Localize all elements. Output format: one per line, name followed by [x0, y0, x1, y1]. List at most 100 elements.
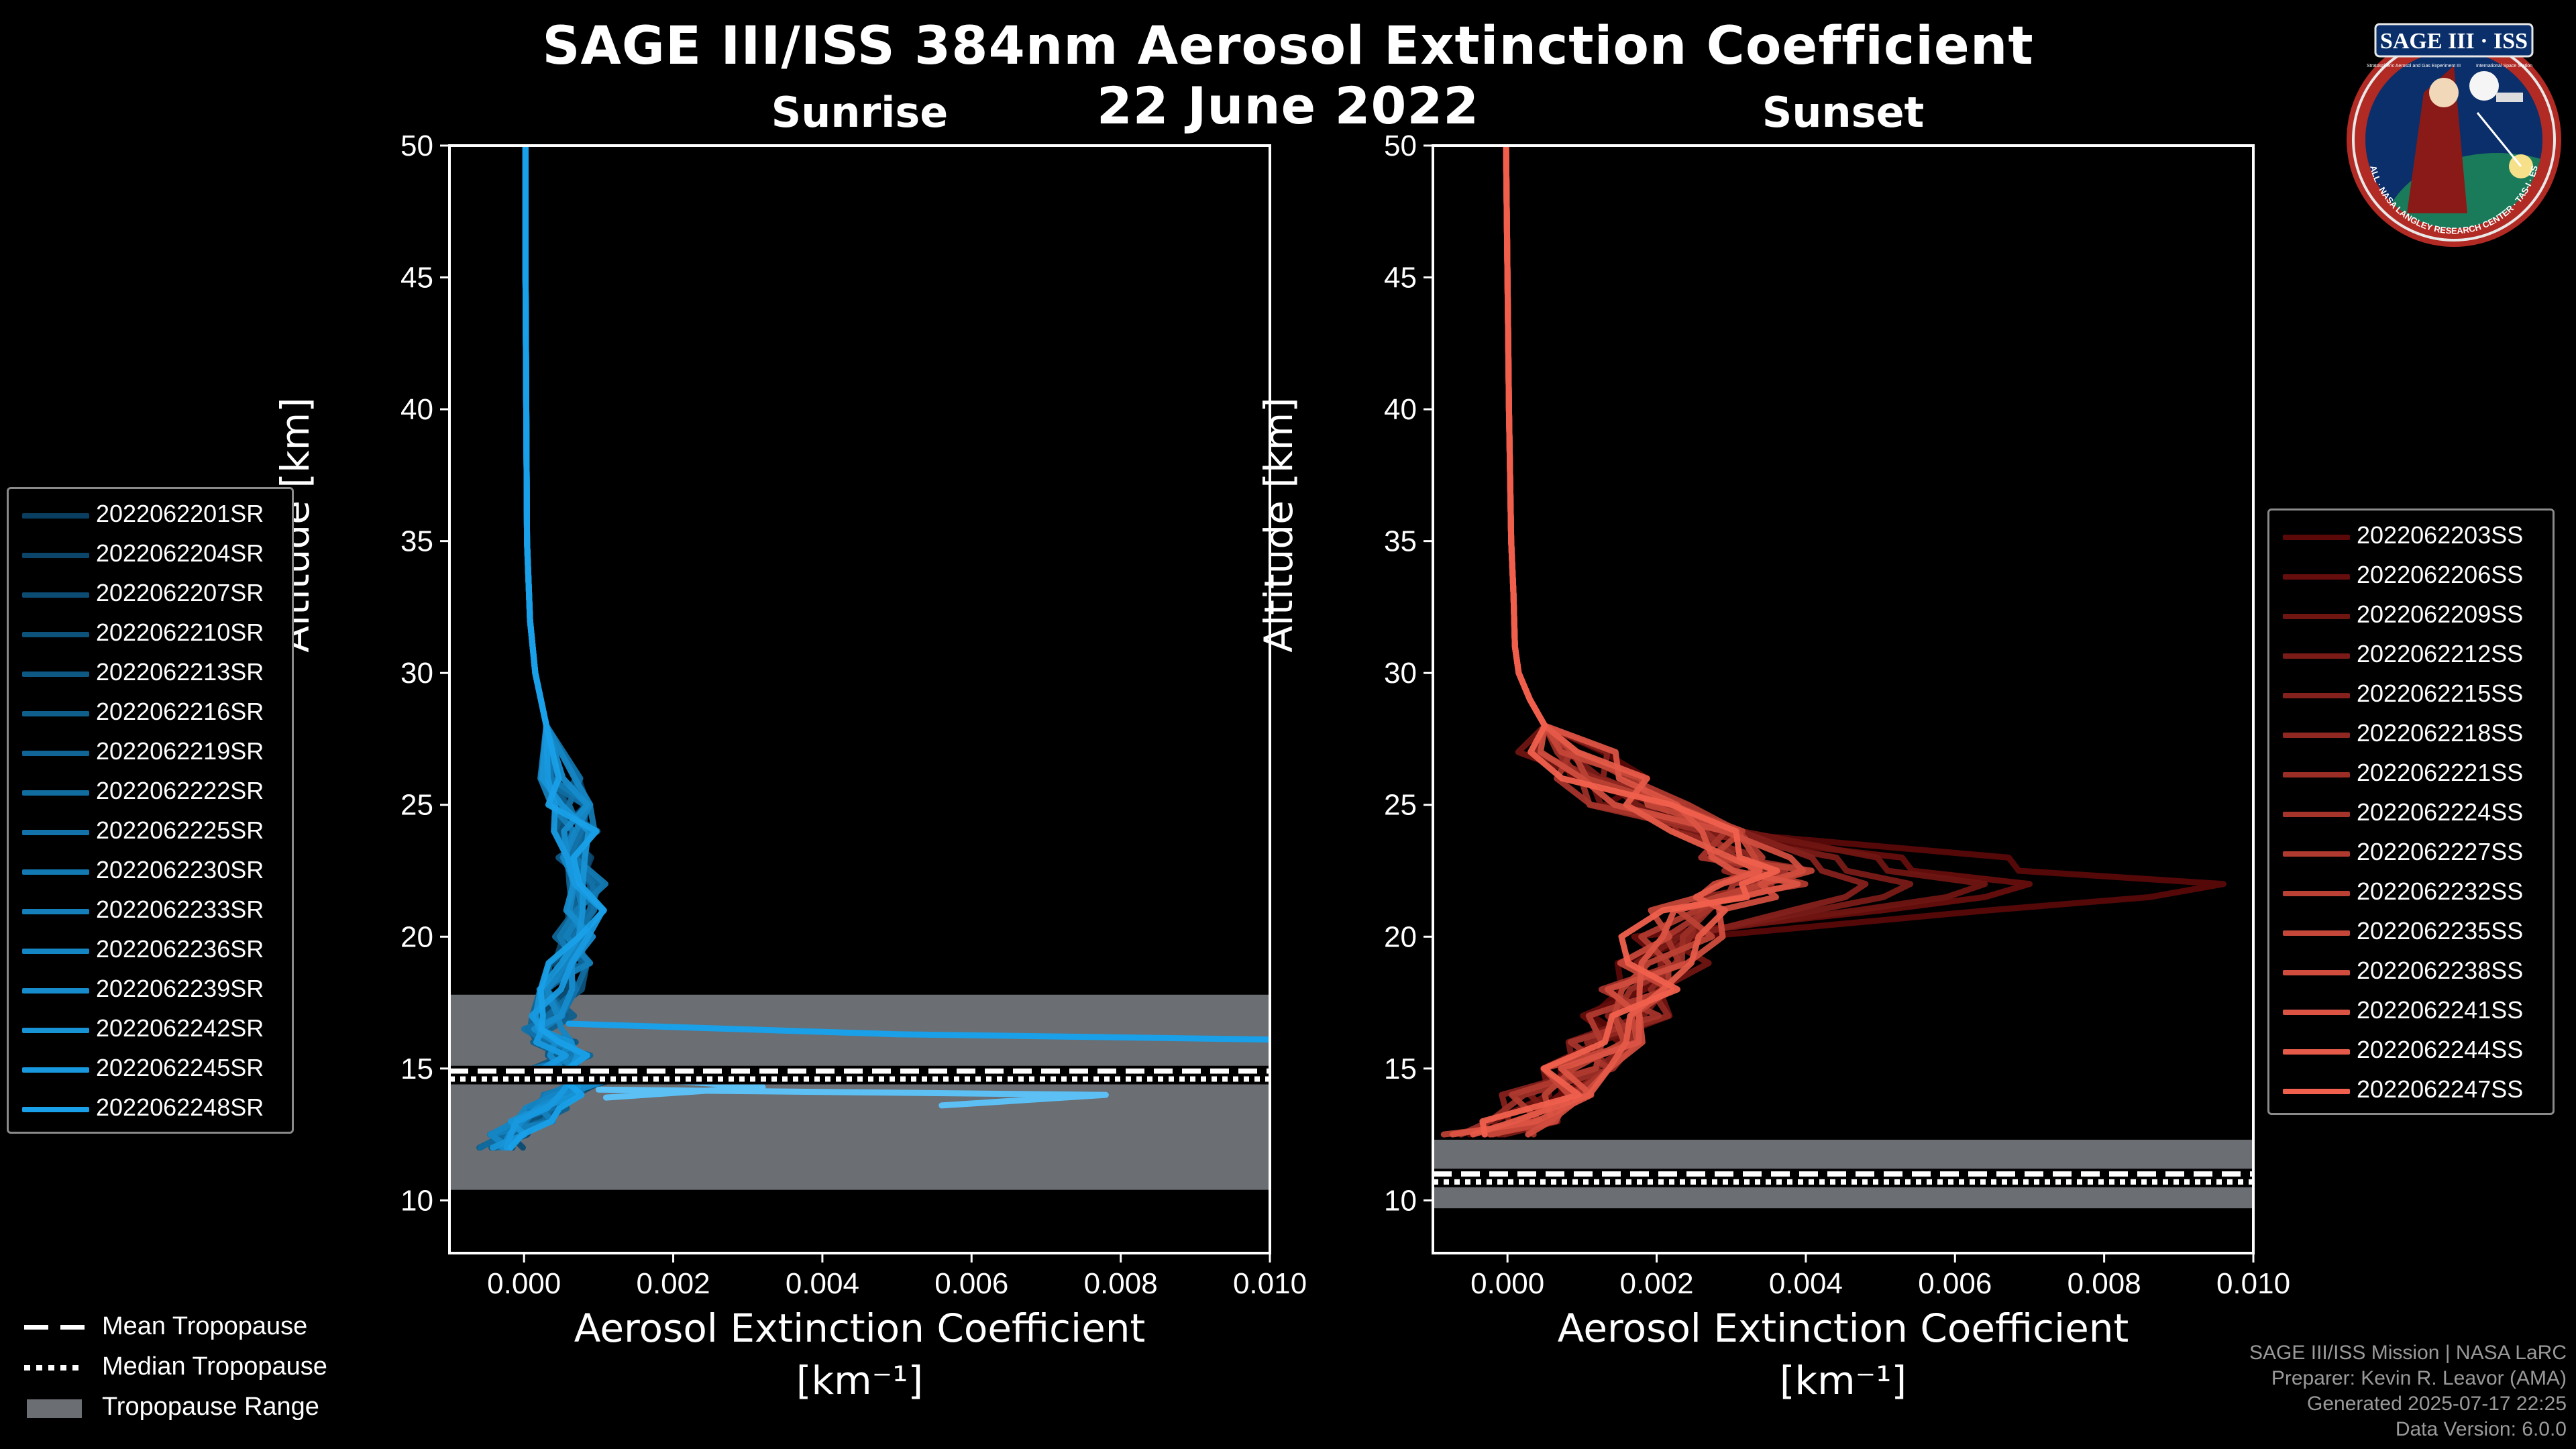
- sunset-profile-2022062247SS: [1479, 146, 1780, 1138]
- legend-label: 2022062215SS: [2357, 680, 2524, 707]
- legend-label: 2022062203SS: [2357, 521, 2524, 549]
- sunset-xlabel-units: [km⁻¹]: [1780, 1358, 1907, 1403]
- legend-label: 2022062209SS: [2357, 600, 2524, 628]
- legend-item-2022062215SS: 2022062215SS: [2269, 676, 2553, 715]
- sunrise-xtick-label: 0.010: [1233, 1267, 1307, 1300]
- legend-item-2022062210SR: 2022062210SR: [9, 614, 292, 654]
- legend-item-2022062232SS: 2022062232SS: [2269, 873, 2553, 913]
- legend-label: 2022062221SS: [2357, 759, 2524, 786]
- legend-swatch: [2283, 1010, 2350, 1015]
- legend-swatch: [22, 711, 89, 716]
- sunrise-axes-frame: [448, 144, 1271, 1254]
- legend-item-2022062212SS: 2022062212SS: [2269, 636, 2553, 676]
- legend-swatch: [22, 869, 89, 875]
- sunrise-ytick-label: 30: [400, 657, 433, 690]
- legend-item-2022062236SR: 2022062236SR: [9, 931, 292, 971]
- legend-label: 2022062206SS: [2357, 561, 2524, 588]
- sunrise-ytick-label: 50: [400, 129, 433, 162]
- legend-label: 2022062233SR: [96, 896, 264, 923]
- sunrise-xtick-label: 0.000: [487, 1267, 561, 1300]
- legend-item-2022062247SS: 2022062247SS: [2269, 1071, 2553, 1111]
- sunset-axes-frame: [1432, 144, 2255, 1254]
- legend-swatch: [22, 790, 89, 796]
- logo-iss: [2496, 93, 2523, 102]
- legend-swatch: [2283, 693, 2350, 698]
- legend-item-2022062216SR: 2022062216SR: [9, 694, 292, 733]
- mean-tropopause-label: Mean Tropopause: [102, 1312, 308, 1340]
- legend-label: 2022062213SR: [96, 658, 264, 686]
- sunrise-ytick-label: 35: [400, 525, 433, 558]
- tropopause-range-swatch: [27, 1399, 82, 1418]
- legend-swatch: [2283, 970, 2350, 975]
- footer-generated: Generated 2025-07-17 22:25: [2307, 1393, 2567, 1415]
- legend-swatch: [22, 949, 89, 954]
- legend-item-2022062213SR: 2022062213SR: [9, 654, 292, 694]
- mean-tropopause-swatch: [24, 1315, 85, 1339]
- legend-item-2022062241SS: 2022062241SS: [2269, 992, 2553, 1032]
- legend-label: 2022062224SS: [2357, 798, 2524, 826]
- sunset-profile-2022062206SS: [1487, 146, 2033, 1138]
- sunset-ytick-label: 15: [1384, 1053, 1417, 1085]
- legend-item-2022062209SS: 2022062209SS: [2269, 596, 2553, 636]
- legend-swatch: [22, 751, 89, 756]
- sunset-ytick-label: 35: [1384, 525, 1417, 558]
- sunrise-xtick-label: 0.002: [636, 1267, 710, 1300]
- legend-label: 2022062212SS: [2357, 640, 2524, 667]
- sunset-xtick-label: 0.002: [1619, 1267, 1693, 1300]
- logo-moon: [2469, 71, 2499, 101]
- sunset-ytick-label: 10: [1384, 1184, 1417, 1217]
- legend-item-2022062238SS: 2022062238SS: [2269, 953, 2553, 992]
- legend-label: 2022062248SR: [96, 1093, 264, 1121]
- legend-swatch: [2283, 574, 2350, 580]
- sunrise-outlier-profile-1: [566, 1020, 1270, 1043]
- sunset-ytick-label: 25: [1384, 789, 1417, 822]
- legend-swatch: [22, 513, 89, 519]
- sunrise-profile-2022062248SR: [507, 146, 607, 1151]
- legend-label: 2022062204SR: [96, 539, 264, 567]
- legend-label: 2022062230SR: [96, 856, 264, 883]
- sunset-xtick-label: 0.010: [2216, 1267, 2290, 1300]
- sunrise-legend: 2022062201SR 2022062204SR 2022062207SR 2022…: [7, 487, 294, 1134]
- sunrise-ytick-label: 45: [400, 262, 433, 294]
- sunrise-xlabel: Aerosol Extinction Coefficient: [574, 1305, 1146, 1351]
- sunset-legend: 2022062203SS 2022062206SS 2022062209SS 2022…: [2267, 508, 2555, 1115]
- legend-swatch: [22, 1028, 89, 1033]
- legend-label: 2022062210SR: [96, 619, 264, 646]
- legend-item-2022062245SR: 2022062245SR: [9, 1050, 292, 1089]
- legend-swatch: [2283, 733, 2350, 738]
- legend-label: 2022062242SR: [96, 1014, 264, 1042]
- legend-item-2022062242SR: 2022062242SR: [9, 1010, 292, 1050]
- legend-swatch: [22, 1107, 89, 1112]
- legend-swatch: [2283, 535, 2350, 540]
- sunset-ytick-label: 20: [1384, 920, 1417, 953]
- legend-item-2022062219SR: 2022062219SR: [9, 733, 292, 773]
- legend-swatch: [22, 632, 89, 637]
- sunset-ytick-label: 50: [1384, 129, 1417, 162]
- sunset-panel-title: Sunset: [1762, 88, 1925, 137]
- sunrise-outlier-profile-2: [595, 1086, 1109, 1109]
- legend-swatch: [2283, 653, 2350, 659]
- sunset-xtick-label: 0.004: [1769, 1267, 1843, 1300]
- legend-swatch: [22, 1067, 89, 1073]
- sunset-profile-2022062209SS: [1490, 146, 1988, 1138]
- sunset-profile-2022062212SS: [1501, 146, 1914, 1138]
- legend-swatch: [2283, 772, 2350, 777]
- sunset-ytick-label: 45: [1384, 262, 1417, 294]
- sunrise-xtick-label: 0.006: [934, 1267, 1008, 1300]
- sunset-profile-2022062203SS: [1466, 146, 2226, 1138]
- sunset-panel: 0.000 0.002 0.004 0.006 0.008 0.010 10 15 20 25 30…: [1256, 88, 2290, 1403]
- logo-small-left: Stratospheric Aerosol and Gas Experiment…: [2367, 64, 2461, 68]
- legend-item-2022062233SR: 2022062233SR: [9, 892, 292, 931]
- legend-item-2022062207SR: 2022062207SR: [9, 575, 292, 614]
- sunrise-ytick-label: 20: [400, 920, 433, 953]
- sunset-profile-2022062232SS: [1440, 146, 1815, 1138]
- tropopause-range-label: Tropopause Range: [102, 1393, 319, 1421]
- legend-label: 2022062245SR: [96, 1054, 264, 1081]
- legend-swatch: [22, 672, 89, 677]
- legend-label: 2022062232SS: [2357, 877, 2524, 905]
- footer-version: Data Version: 6.0.0: [2395, 1418, 2567, 1440]
- legend-label: 2022062216SR: [96, 698, 264, 725]
- legend-swatch: [2283, 851, 2350, 857]
